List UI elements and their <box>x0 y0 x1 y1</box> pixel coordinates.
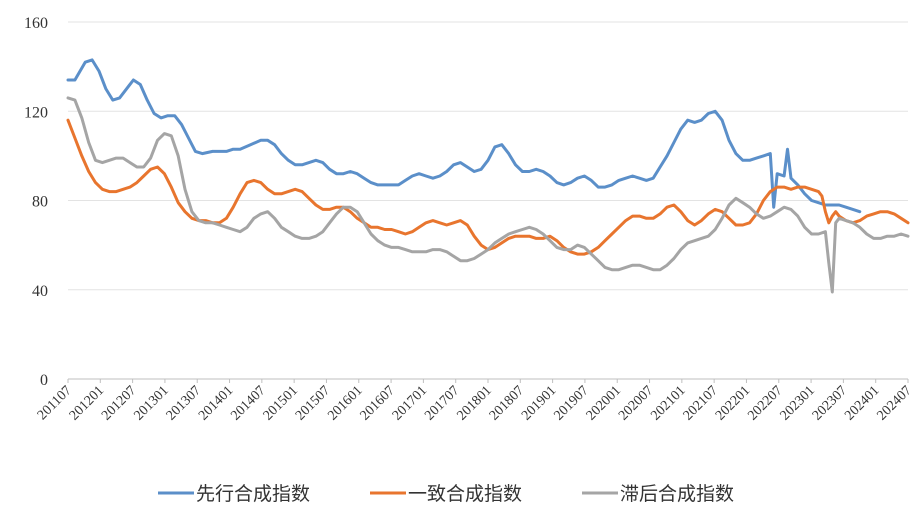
x-tick-label: 201607 <box>358 383 398 423</box>
x-tick-label: 202307 <box>810 383 850 423</box>
legend-label: 先行合成指数 <box>196 483 310 505</box>
x-tick-label: 202407 <box>875 383 915 423</box>
x-tick-label: 201307 <box>164 383 204 423</box>
x-tick-label: 201901 <box>519 383 559 423</box>
x-tick-label: 201907 <box>551 383 591 423</box>
x-tick-label: 201501 <box>261 383 301 423</box>
y-tick-label: 120 <box>24 104 48 121</box>
legend-label: 一致合成指数 <box>408 483 522 505</box>
x-tick-label: 201401 <box>196 383 236 423</box>
x-tick-label: 201707 <box>422 383 462 423</box>
x-tick-label: 202101 <box>648 383 688 423</box>
x-tick-label: 201601 <box>325 383 365 423</box>
series-line-2 <box>66 118 910 256</box>
x-tick-label: 201701 <box>390 383 430 423</box>
x-tick-label: 202107 <box>681 383 721 423</box>
x-tick-label: 201801 <box>455 383 495 423</box>
x-axis-ticks: 2011072012012012072013012013072014012014… <box>35 379 915 424</box>
y-tick-label: 160 <box>24 15 48 32</box>
x-tick-label: 201207 <box>99 383 139 423</box>
x-tick-label: 202001 <box>584 383 624 423</box>
x-tick-label: 202401 <box>842 383 882 423</box>
y-axis-ticks: 0 40 80 120 160 <box>24 15 48 389</box>
x-tick-label: 201807 <box>487 383 527 423</box>
y-tick-label: 80 <box>32 194 48 211</box>
x-tick-label: 201107 <box>35 383 75 423</box>
gridlines <box>68 21 908 380</box>
x-tick-label: 202207 <box>745 383 785 423</box>
x-tick-label: 201201 <box>67 383 107 423</box>
series-line-3 <box>66 96 910 294</box>
x-tick-label: 202007 <box>616 383 656 423</box>
legend-label: 滞后合成指数 <box>620 483 734 505</box>
y-tick-label: 0 <box>40 372 48 389</box>
x-tick-label: 202201 <box>713 383 753 423</box>
x-tick-label: 201507 <box>293 383 333 423</box>
x-tick-label: 201301 <box>131 383 171 423</box>
series-lines <box>66 58 910 294</box>
x-tick-label: 202301 <box>778 383 818 423</box>
y-tick-label: 40 <box>32 283 48 300</box>
x-tick-label: 201407 <box>228 383 268 423</box>
legend: 先行合成指数 一致合成指数 滞后合成指数 <box>158 483 734 505</box>
series-line-1 <box>66 58 862 214</box>
